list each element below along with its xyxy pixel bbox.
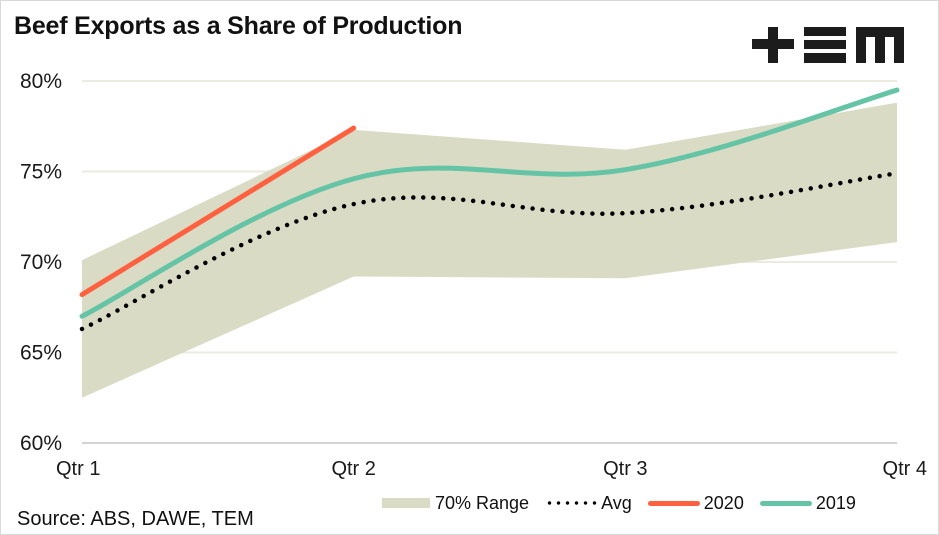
legend-label-avg: Avg (601, 492, 632, 513)
y-tick-label: 75% (20, 161, 62, 184)
legend-label-2020: 2020 (703, 492, 744, 513)
x-tick-label: Qtr 3 (603, 458, 647, 480)
legend-label-range: 70% Range (435, 492, 530, 513)
legend-swatch-avg (545, 500, 598, 506)
legend-label-2019: 2019 (815, 492, 856, 513)
legend-item-2020: 2020 (647, 492, 744, 514)
series-line-avg (79, 171, 900, 332)
legend-swatch-2019 (759, 500, 812, 506)
x-tick-label: Qtr 1 (56, 458, 100, 480)
legend-swatch-range (382, 498, 430, 508)
y-tick-label: 65% (20, 342, 62, 365)
range-band (82, 102, 897, 398)
chart-title: Beef Exports as a Share of Production (14, 12, 463, 40)
source-note: Source: ABS, DAWE, TEM (17, 508, 254, 530)
legend-item-2019: 2019 (759, 492, 856, 514)
tem-logo-icon (752, 27, 904, 63)
legend-item-avg: Avg (545, 493, 632, 514)
x-tick-label: Qtr 4 (883, 458, 927, 480)
y-tick-label: 70% (20, 251, 62, 274)
legend: 70% Range Avg 2020 2019 (382, 490, 872, 516)
series-line-2019 (79, 87, 900, 319)
x-tick-label: Qtr 2 (331, 458, 375, 480)
legend-swatch-2020 (647, 500, 700, 506)
y-tick-label: 60% (20, 432, 62, 455)
y-tick-label: 80% (20, 70, 62, 93)
legend-item-range: 70% Range (382, 493, 529, 514)
series-line-2020 (79, 125, 357, 298)
